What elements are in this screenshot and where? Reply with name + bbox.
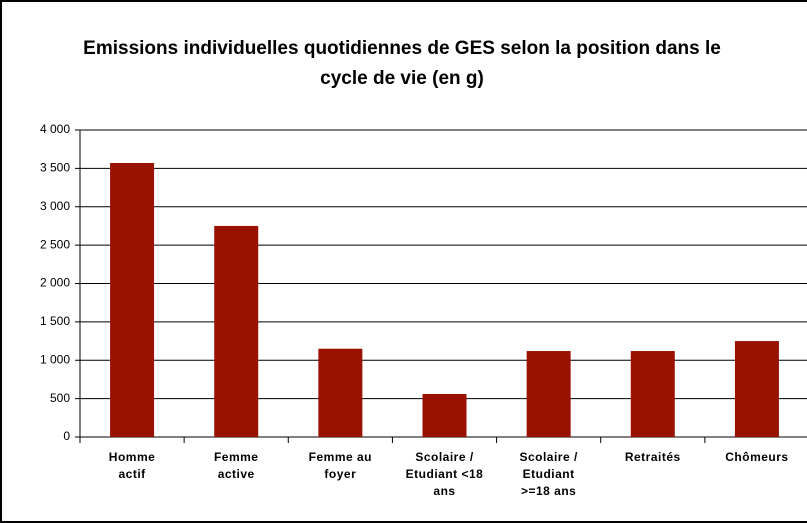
bar: [734, 341, 779, 437]
bar: [526, 351, 571, 437]
x-tick-label: Scolaire / Etudiant <18 ans: [405, 450, 484, 498]
x-tick-label: Homme actif: [108, 450, 156, 481]
bar: [422, 394, 467, 437]
y-tick-label: 500: [50, 391, 70, 405]
x-tick-label: Retraités: [624, 450, 681, 464]
y-tick-label: 2 500: [40, 237, 70, 251]
y-tick-label: 1 500: [40, 314, 70, 328]
x-tick-label: Femme au foyer: [308, 450, 373, 481]
y-tick-label: 3 000: [40, 199, 70, 213]
x-tick-label: Scolaire / Etudiant >=18 ans: [519, 450, 578, 498]
bar: [110, 163, 155, 437]
bar: [630, 351, 675, 437]
chart-title: Emissions individuelles quotidiennes de …: [83, 38, 721, 89]
y-tick-label: 0: [63, 429, 70, 443]
bar: [318, 348, 363, 437]
y-tick-label: 3 500: [40, 161, 70, 175]
y-tick-label: 2 000: [40, 276, 70, 290]
bar: [214, 225, 259, 437]
y-tick-label: 1 000: [40, 352, 70, 366]
x-tick-label: Femme active: [213, 450, 259, 481]
x-tick-label: Chômeurs: [725, 450, 789, 464]
y-tick-label: 4 000: [40, 122, 70, 136]
